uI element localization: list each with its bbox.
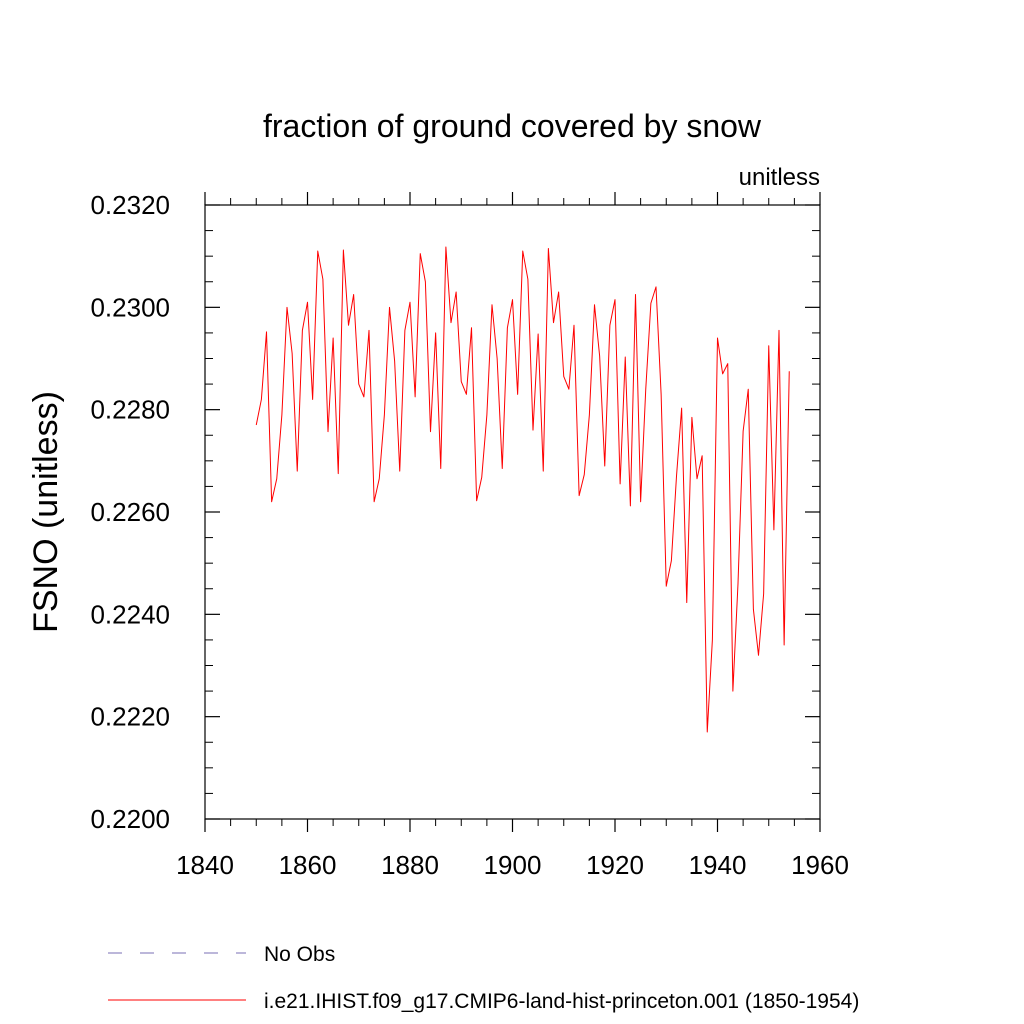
x-tick-label: 1880 — [381, 850, 439, 880]
x-tick-label: 1940 — [689, 850, 747, 880]
series-layer — [255, 246, 790, 733]
legend: No Obs i.e21.IHIST.f09_g17.CMIP6-land-hi… — [108, 943, 859, 1013]
y-tick-label: 0.2260 — [90, 497, 170, 527]
y-tick-label: 0.2240 — [90, 599, 170, 629]
x-tick-label: 1960 — [791, 850, 849, 880]
plot-frame — [204, 204, 821, 820]
x-tick-label: 1860 — [279, 850, 337, 880]
units-label: unitless — [739, 164, 820, 191]
y-axis-label: FSNO (unitless) — [27, 391, 65, 633]
y-tick-label: 0.2300 — [90, 292, 170, 322]
chart-title: fraction of ground covered by snow — [263, 108, 762, 144]
y-tick-label: 0.2200 — [90, 804, 170, 834]
y-tick-label: 0.2280 — [90, 395, 170, 425]
y-tick-label: 0.2220 — [90, 702, 170, 732]
axis-tick-labels: 1840 1860 1880 1900 1920 1940 1960 0.2200 0.2220… — [90, 190, 848, 880]
series-line-0 — [255, 246, 790, 733]
y-tick-label: 0.2320 — [90, 190, 170, 220]
x-tick-label: 1900 — [484, 850, 542, 880]
x-tick-label: 1840 — [176, 850, 234, 880]
axis-ticks — [204, 192, 821, 832]
legend-label-no-obs: No Obs — [264, 943, 335, 966]
legend-label-model-run: i.e21.IHIST.f09_g17.CMIP6-land-hist-prin… — [264, 990, 859, 1013]
x-tick-label: 1920 — [586, 850, 644, 880]
